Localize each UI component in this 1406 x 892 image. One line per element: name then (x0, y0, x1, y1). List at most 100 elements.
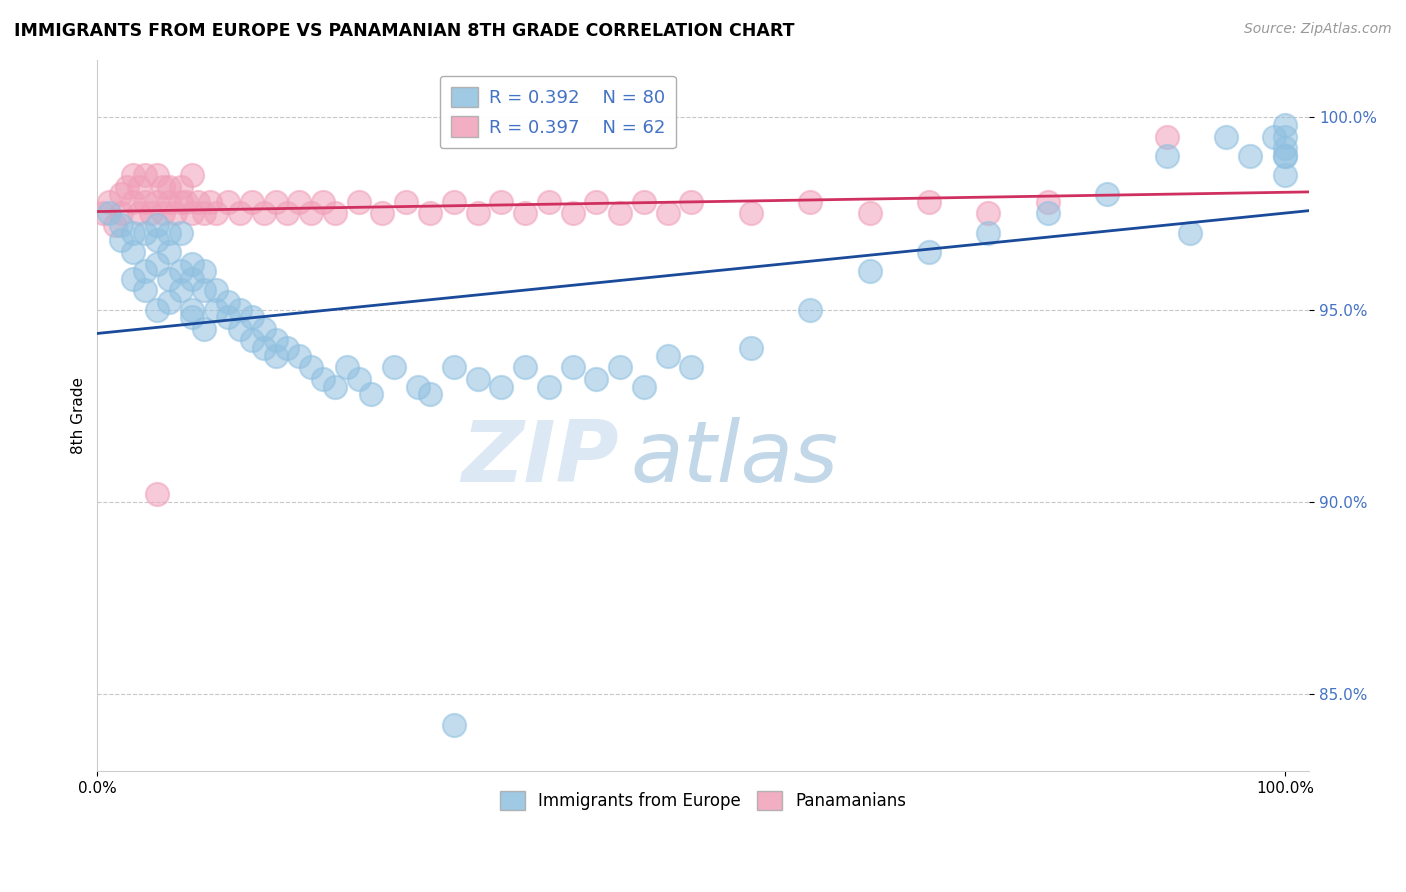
Point (561, 360, 583, 375)
Point (134, 264, 156, 278)
Point (1274, 149, 1296, 163)
Point (128, 206, 150, 220)
Point (240, 310, 263, 325)
Point (467, 372, 489, 386)
Point (176, 194, 198, 209)
Point (253, 322, 276, 336)
Point (157, 272, 180, 286)
Point (1036, 194, 1059, 209)
Point (859, 264, 882, 278)
Point (169, 284, 191, 298)
Point (799, 194, 821, 209)
Point (157, 194, 180, 209)
Point (443, 360, 465, 375)
Point (585, 194, 607, 209)
Point (134, 168, 156, 182)
Point (1263, 129, 1285, 144)
Point (205, 284, 228, 298)
Point (193, 264, 215, 278)
Point (145, 168, 167, 182)
Point (1274, 141, 1296, 155)
Point (419, 387, 441, 401)
Point (229, 206, 252, 220)
Point (157, 244, 180, 259)
Point (1097, 187, 1119, 202)
Point (229, 302, 252, 317)
Point (633, 379, 655, 393)
Point (443, 194, 465, 209)
Point (157, 226, 180, 240)
Point (163, 206, 186, 220)
Point (134, 194, 156, 209)
Point (1274, 129, 1296, 144)
Point (122, 168, 145, 182)
Point (253, 341, 276, 355)
Point (491, 194, 513, 209)
Point (145, 487, 167, 501)
Point (1215, 129, 1237, 144)
Point (145, 234, 167, 248)
Point (91, 206, 114, 220)
Point (382, 360, 405, 375)
Point (1156, 129, 1178, 144)
Point (537, 379, 560, 393)
Point (918, 194, 941, 209)
Point (336, 360, 359, 375)
Point (585, 372, 607, 386)
Point (1274, 118, 1296, 132)
Point (169, 226, 191, 240)
Point (740, 341, 762, 355)
Point (288, 349, 311, 363)
Legend: Immigrants from Europe, Panamanians: Immigrants from Europe, Panamanians (494, 784, 914, 816)
Point (205, 206, 228, 220)
Point (299, 206, 322, 220)
Point (347, 372, 370, 386)
Point (360, 387, 382, 401)
Point (205, 302, 228, 317)
Point (977, 206, 1000, 220)
Point (323, 379, 346, 393)
Point (217, 310, 239, 325)
Point (681, 194, 703, 209)
Point (152, 179, 174, 194)
Point (110, 187, 132, 202)
Point (134, 226, 156, 240)
Point (859, 206, 882, 220)
Point (217, 295, 239, 310)
Point (1274, 149, 1296, 163)
Point (264, 334, 287, 348)
Point (139, 206, 162, 220)
Point (1156, 149, 1178, 163)
Point (181, 168, 204, 182)
Point (312, 372, 335, 386)
Point (145, 194, 167, 209)
Point (110, 206, 132, 220)
Point (104, 218, 127, 232)
Point (169, 264, 191, 278)
Point (1180, 226, 1202, 240)
Point (193, 206, 215, 220)
Point (276, 341, 298, 355)
Point (419, 206, 441, 220)
Point (740, 206, 762, 220)
Point (193, 322, 215, 336)
Point (181, 256, 204, 270)
Point (145, 256, 167, 270)
Point (323, 206, 346, 220)
Point (134, 284, 156, 298)
Point (633, 194, 655, 209)
Point (122, 244, 145, 259)
Point (371, 206, 394, 220)
Text: ZIP: ZIP (461, 417, 619, 500)
Point (157, 179, 180, 194)
Point (115, 179, 138, 194)
Point (193, 284, 215, 298)
Point (276, 206, 298, 220)
Point (681, 360, 703, 375)
Point (609, 206, 631, 220)
Point (240, 334, 263, 348)
Point (657, 206, 679, 220)
Point (799, 302, 821, 317)
Point (145, 218, 167, 232)
Point (181, 272, 204, 286)
